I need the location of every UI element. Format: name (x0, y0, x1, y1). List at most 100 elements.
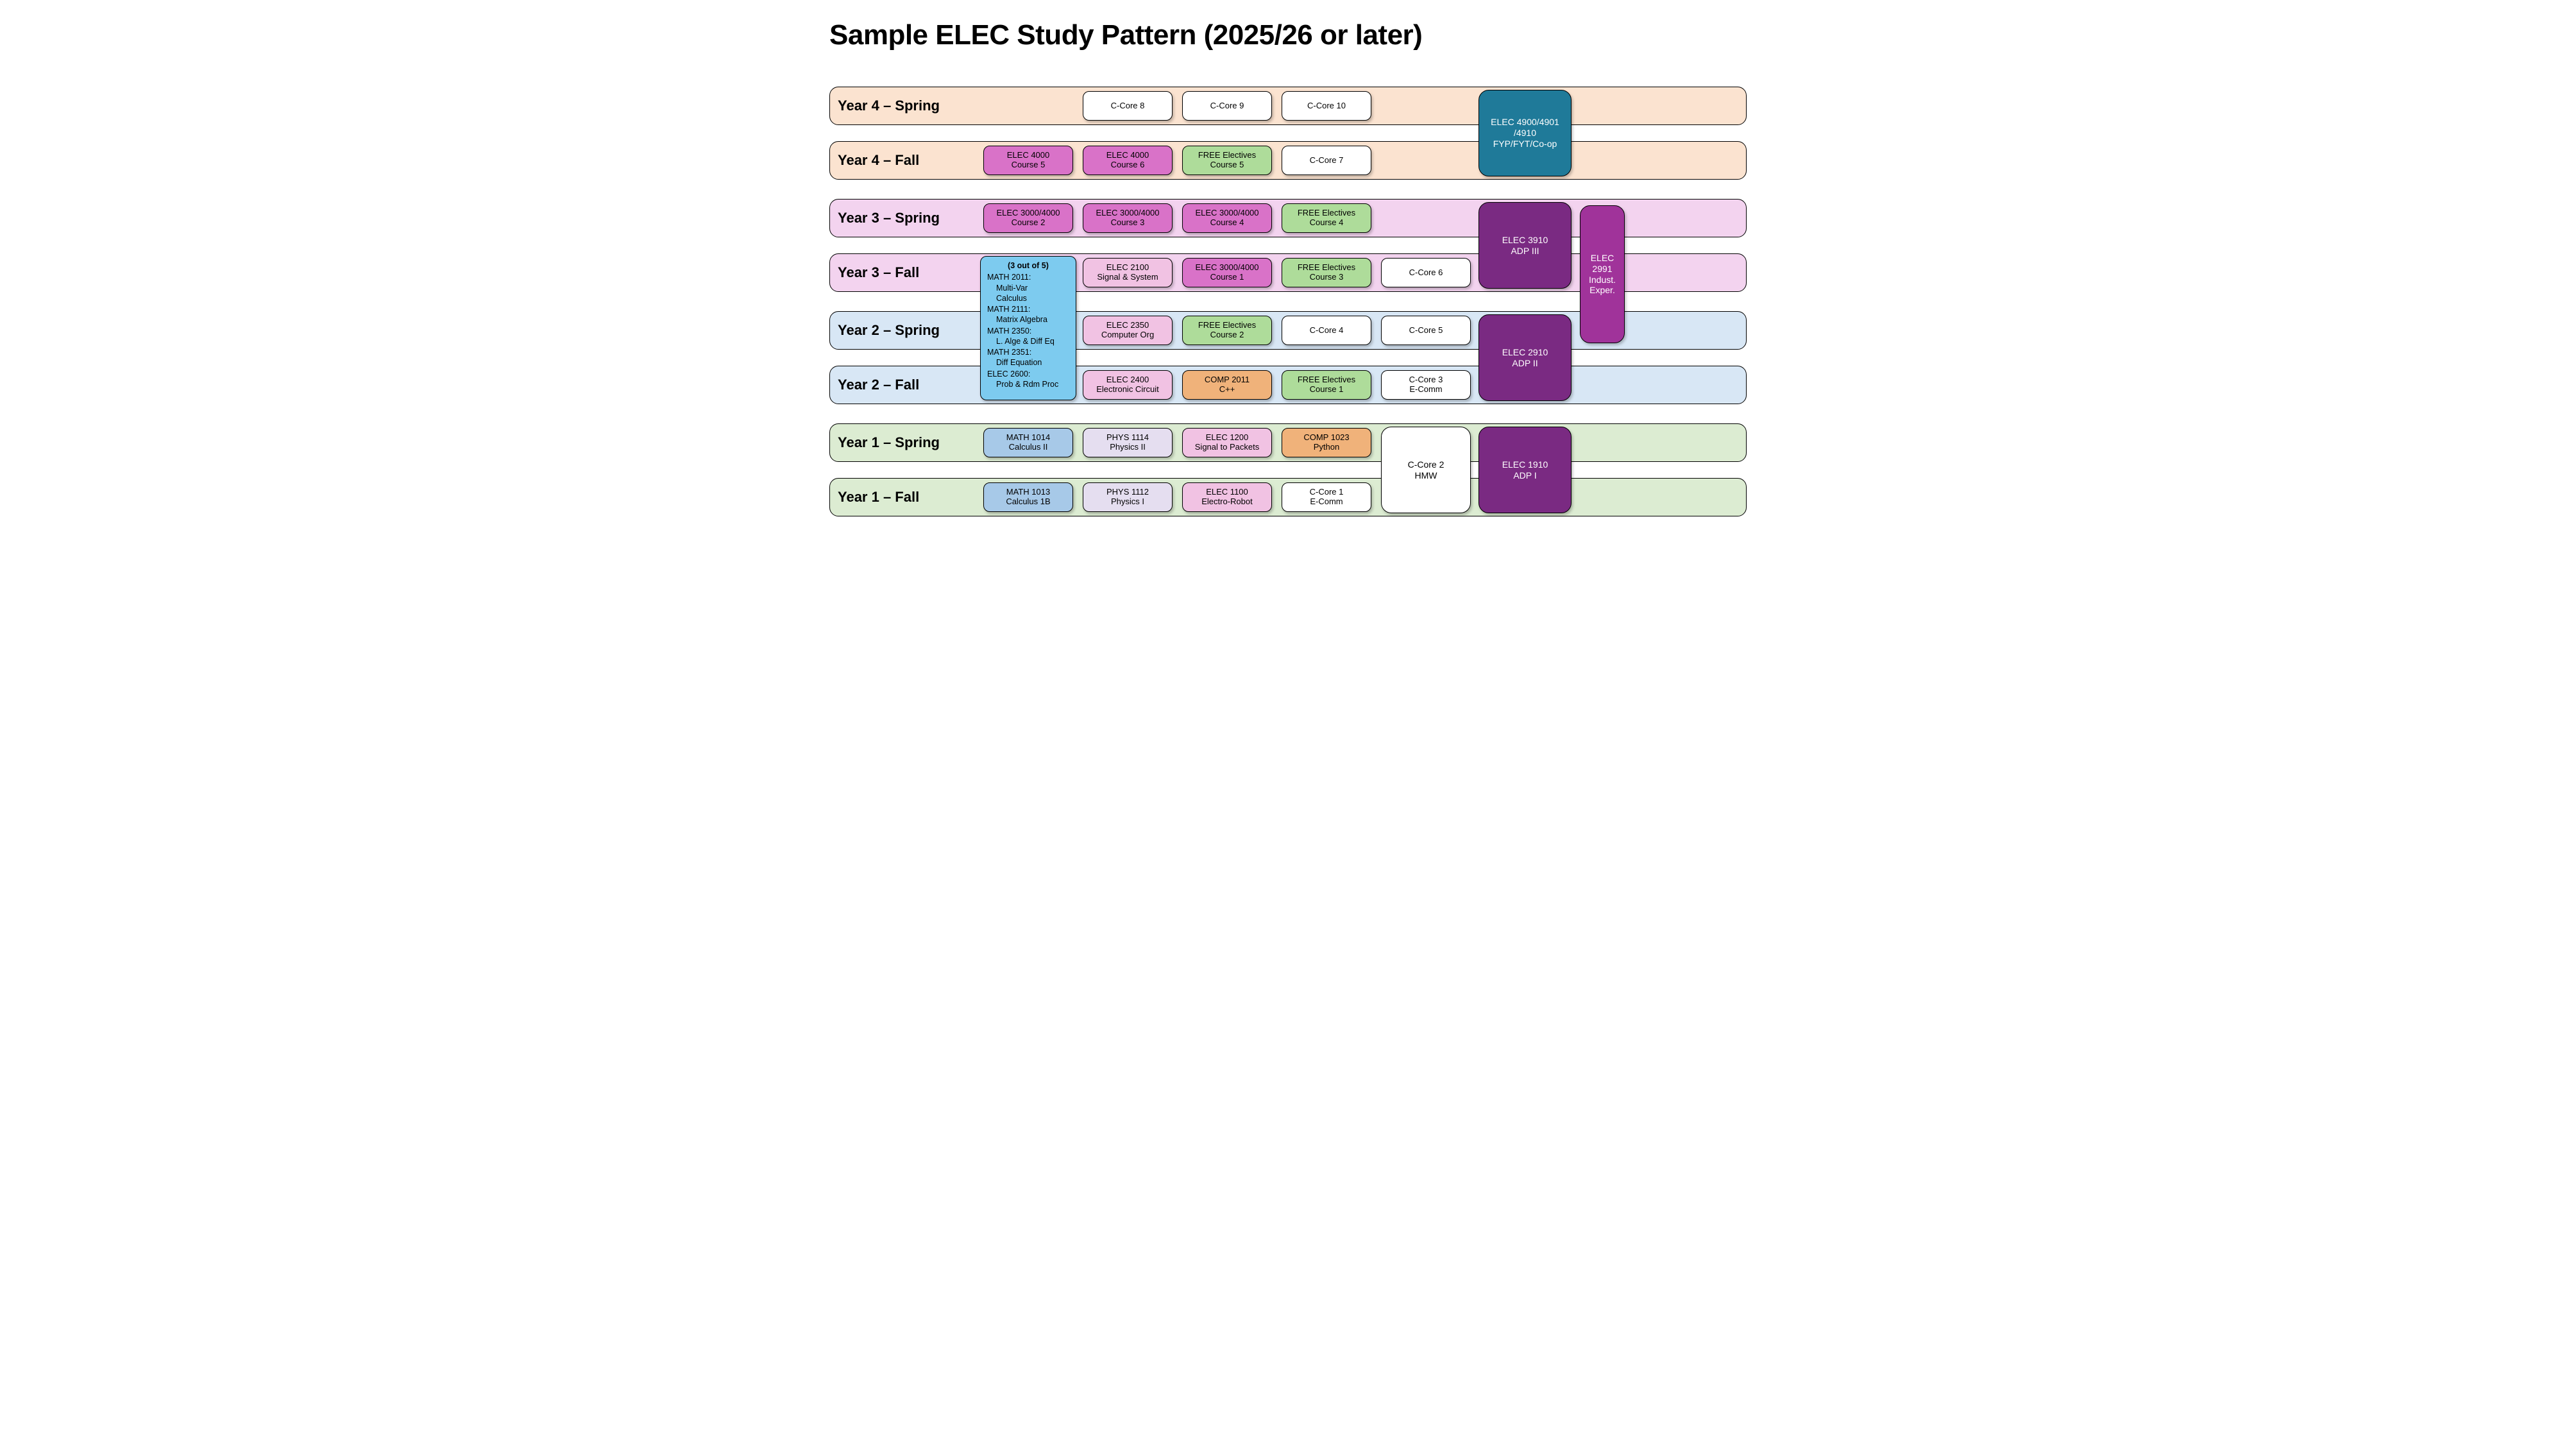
semester-label: Year 3 – Fall (838, 264, 919, 281)
course-line2: Course 5 (1012, 160, 1046, 170)
span-block-adp3: ELEC 3910ADP III (1479, 202, 1572, 289)
course-line2: Signal to Packets (1195, 443, 1259, 452)
course-line2: Course 4 (1310, 218, 1344, 228)
course-box: PHYS 1114Physics II (1083, 428, 1173, 457)
course-line1: FREE Electives (1198, 321, 1256, 330)
math-option-code: MATH 2011: (987, 272, 1069, 282)
math-option-code: MATH 2111: (987, 304, 1069, 314)
course-line1: FREE Electives (1298, 263, 1355, 273)
course-line1: C-Core 10 (1307, 101, 1346, 111)
span-block-line: ADP II (1512, 358, 1538, 369)
course-line2: Course 3 (1310, 273, 1344, 282)
course-box: ELEC 4000Course 6 (1083, 146, 1173, 175)
math-option-code: ELEC 2600: (987, 369, 1069, 379)
course-box: ELEC 3000/4000Course 3 (1083, 203, 1173, 233)
course-line2: Calculus 1B (1006, 497, 1050, 507)
course-line2: Python (1314, 443, 1339, 452)
course-line2: Course 3 (1111, 218, 1145, 228)
course-box: FREE ElectivesCourse 4 (1282, 203, 1371, 233)
course-line1: ELEC 3000/4000 (1195, 263, 1258, 273)
course-line2: Electronic Circuit (1096, 385, 1159, 395)
course-line1: COMP 2011 (1205, 375, 1250, 385)
span-block-line: FYP/FYT/Co-op (1493, 139, 1557, 149)
span-block-line: HMW (1415, 470, 1437, 481)
course-line1: C-Core 8 (1111, 101, 1145, 111)
course-line2: Course 2 (1210, 330, 1244, 340)
semester-label: Year 2 – Spring (838, 322, 940, 339)
course-line2: C++ (1219, 385, 1235, 395)
course-box: C-Core 7 (1282, 146, 1371, 175)
span-block-line: C-Core 2 (1408, 459, 1445, 470)
math-option-code: MATH 2351: (987, 347, 1069, 357)
course-line1: PHYS 1114 (1106, 433, 1149, 443)
math-option-name: Prob & Rdm Proc (987, 379, 1069, 389)
course-line2: Signal & System (1097, 273, 1158, 282)
span-block-adp1: ELEC 1910ADP I (1479, 427, 1572, 513)
course-line1: C-Core 6 (1409, 268, 1443, 278)
span-block-line: /4910 (1514, 128, 1536, 139)
course-box: C-Core 6 (1381, 258, 1471, 287)
course-line1: ELEC 4000 (1007, 151, 1050, 160)
course-box: PHYS 1112Physics I (1083, 482, 1173, 512)
course-box: C-Core 1E-Comm (1282, 482, 1371, 512)
course-box: ELEC 3000/4000Course 2 (983, 203, 1073, 233)
course-box: COMP 1023Python (1282, 428, 1371, 457)
course-box: ELEC 3000/4000Course 1 (1182, 258, 1272, 287)
course-box: C-Core 4 (1282, 316, 1371, 345)
course-line1: ELEC 2400 (1106, 375, 1149, 385)
course-line1: MATH 1013 (1006, 488, 1050, 497)
course-box: C-Core 5 (1381, 316, 1471, 345)
course-line1: ELEC 1100 (1206, 488, 1248, 497)
math-option-name: Calculus (987, 293, 1069, 303)
span-block-adp2: ELEC 2910ADP II (1479, 314, 1572, 401)
course-line2: Computer Org (1101, 330, 1154, 340)
course-line1: ELEC 2350 (1106, 321, 1149, 330)
course-box: C-Core 8 (1083, 91, 1173, 121)
math-options-block: (3 out of 5)MATH 2011:Multi-VarCalculusM… (980, 256, 1076, 400)
semester-label: Year 1 – Spring (838, 434, 940, 451)
course-box: ELEC 3000/4000Course 4 (1182, 203, 1272, 233)
course-line1: C-Core 3 (1409, 375, 1443, 385)
semester-label: Year 3 – Spring (838, 210, 940, 226)
span-block-line: Exper. (1589, 285, 1615, 296)
course-box: ELEC 2350Computer Org (1083, 316, 1173, 345)
course-line1: ELEC 3000/4000 (1096, 209, 1159, 218)
course-box: ELEC 2100Signal & System (1083, 258, 1173, 287)
course-box: C-Core 10 (1282, 91, 1371, 121)
span-block-line: ELEC (1591, 253, 1614, 264)
course-box: MATH 1014Calculus II (983, 428, 1073, 457)
span-block-fyp: ELEC 4900/4901/4910FYP/FYT/Co-op (1479, 90, 1572, 176)
semester-label: Year 4 – Spring (838, 98, 940, 114)
course-line1: ELEC 2100 (1106, 263, 1149, 273)
span-block-line: ELEC 4900/4901 (1491, 117, 1559, 128)
course-line1: FREE Electives (1198, 151, 1256, 160)
course-line2: Course 1 (1310, 385, 1344, 395)
math-option-name: Diff Equation (987, 357, 1069, 368)
course-box: ELEC 2400Electronic Circuit (1083, 370, 1173, 400)
span-block-line: ELEC 3910 (1502, 235, 1548, 246)
course-line2: E-Comm (1310, 497, 1343, 507)
math-option-name: Matrix Algebra (987, 314, 1069, 325)
course-box: FREE ElectivesCourse 2 (1182, 316, 1272, 345)
course-line2: Course 6 (1111, 160, 1145, 170)
math-option-name: Multi-Var (987, 283, 1069, 293)
semester-label: Year 1 – Fall (838, 489, 919, 506)
course-line1: PHYS 1112 (1106, 488, 1149, 497)
course-line1: FREE Electives (1298, 209, 1355, 218)
course-line2: Calculus II (1009, 443, 1048, 452)
span-block-line: ADP I (1513, 470, 1536, 481)
math-option-name: L. Alge & Diff Eq (987, 336, 1069, 346)
course-line2: Electro-Robot (1201, 497, 1252, 507)
span-block-line: Indust. (1589, 275, 1616, 285)
course-line2: Course 2 (1012, 218, 1046, 228)
course-line2: Physics I (1111, 497, 1144, 507)
course-line1: FREE Electives (1298, 375, 1355, 385)
span-block-line: ELEC 2910 (1502, 347, 1548, 358)
diagram-page: Sample ELEC Study Pattern (2025/26 or la… (807, 0, 1769, 534)
course-line1: C-Core 5 (1409, 326, 1443, 336)
course-box: FREE ElectivesCourse 1 (1282, 370, 1371, 400)
course-box: C-Core 9 (1182, 91, 1272, 121)
course-box: FREE ElectivesCourse 5 (1182, 146, 1272, 175)
course-line1: ELEC 1200 (1206, 433, 1249, 443)
course-line1: ELEC 4000 (1106, 151, 1149, 160)
